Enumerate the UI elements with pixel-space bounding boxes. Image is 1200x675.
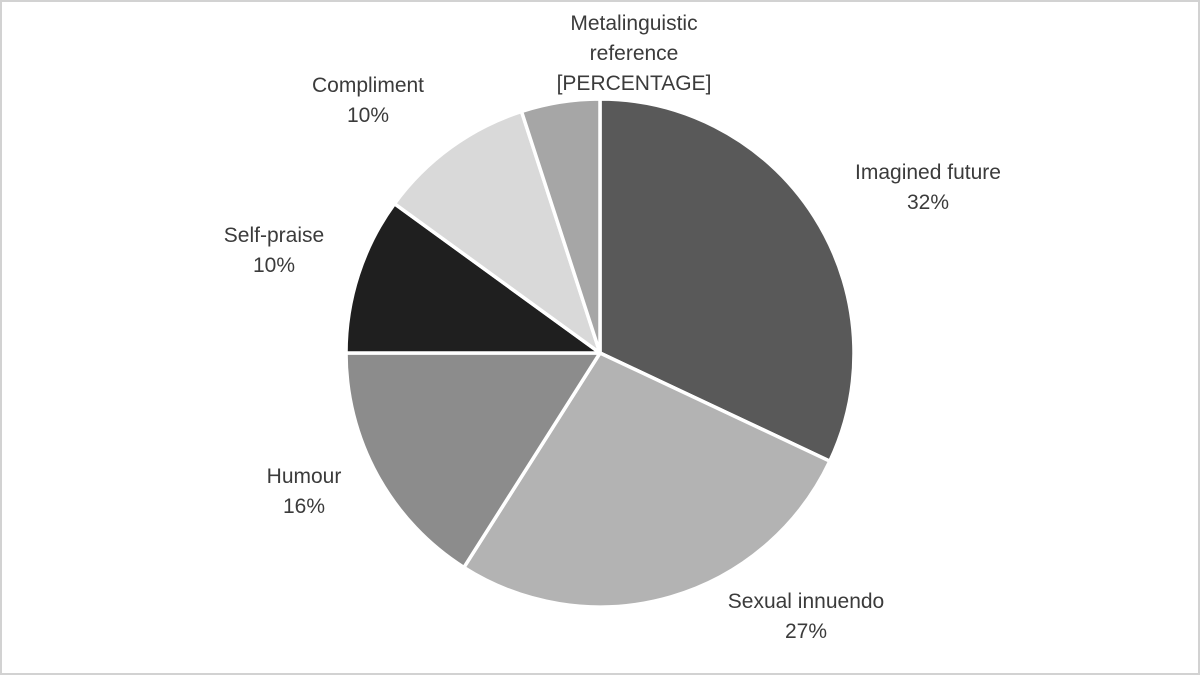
slice-label-value: 27% xyxy=(784,620,828,643)
slice-label-text: Metalinguistic reference xyxy=(570,12,698,65)
slice-label-value: [PERCENTAGE] xyxy=(556,72,712,95)
pie-slice-compliment xyxy=(392,109,602,355)
slice-label-self-praise: Self-praise 10% xyxy=(224,221,324,281)
slice-label-text: Sexual innuendo xyxy=(727,590,885,613)
slice-label-value: 32% xyxy=(906,191,950,214)
slice-label-value: 16% xyxy=(282,495,326,518)
pie-slice-self-praise xyxy=(344,201,602,355)
slice-label-text: Humour xyxy=(266,465,342,488)
slice-label-sexual-innuendo: Sexual innuendo 27% xyxy=(728,587,884,647)
pie-slice-imagined-future xyxy=(598,97,856,463)
slice-label-text: Imagined future xyxy=(855,161,1001,184)
slice-label-compliment: Compliment 10% xyxy=(312,71,424,131)
slice-label-value: 10% xyxy=(346,104,390,127)
slice-label-humour: Humour 16% xyxy=(267,462,342,522)
slice-label-value: 10% xyxy=(252,254,296,277)
pie-slice-humour xyxy=(344,351,602,570)
slice-label-imagined-future: Imagined future 32% xyxy=(855,158,1001,218)
slice-label-text: Self-praise xyxy=(223,224,325,247)
pie-slice-sexual-innuendo xyxy=(462,351,832,609)
pie-slice-metalinguistic-reference xyxy=(519,97,602,355)
slice-label-metalinguistic-reference: Metalinguistic reference [PERCENTAGE] xyxy=(539,9,729,99)
slice-label-text: Compliment xyxy=(311,74,425,97)
